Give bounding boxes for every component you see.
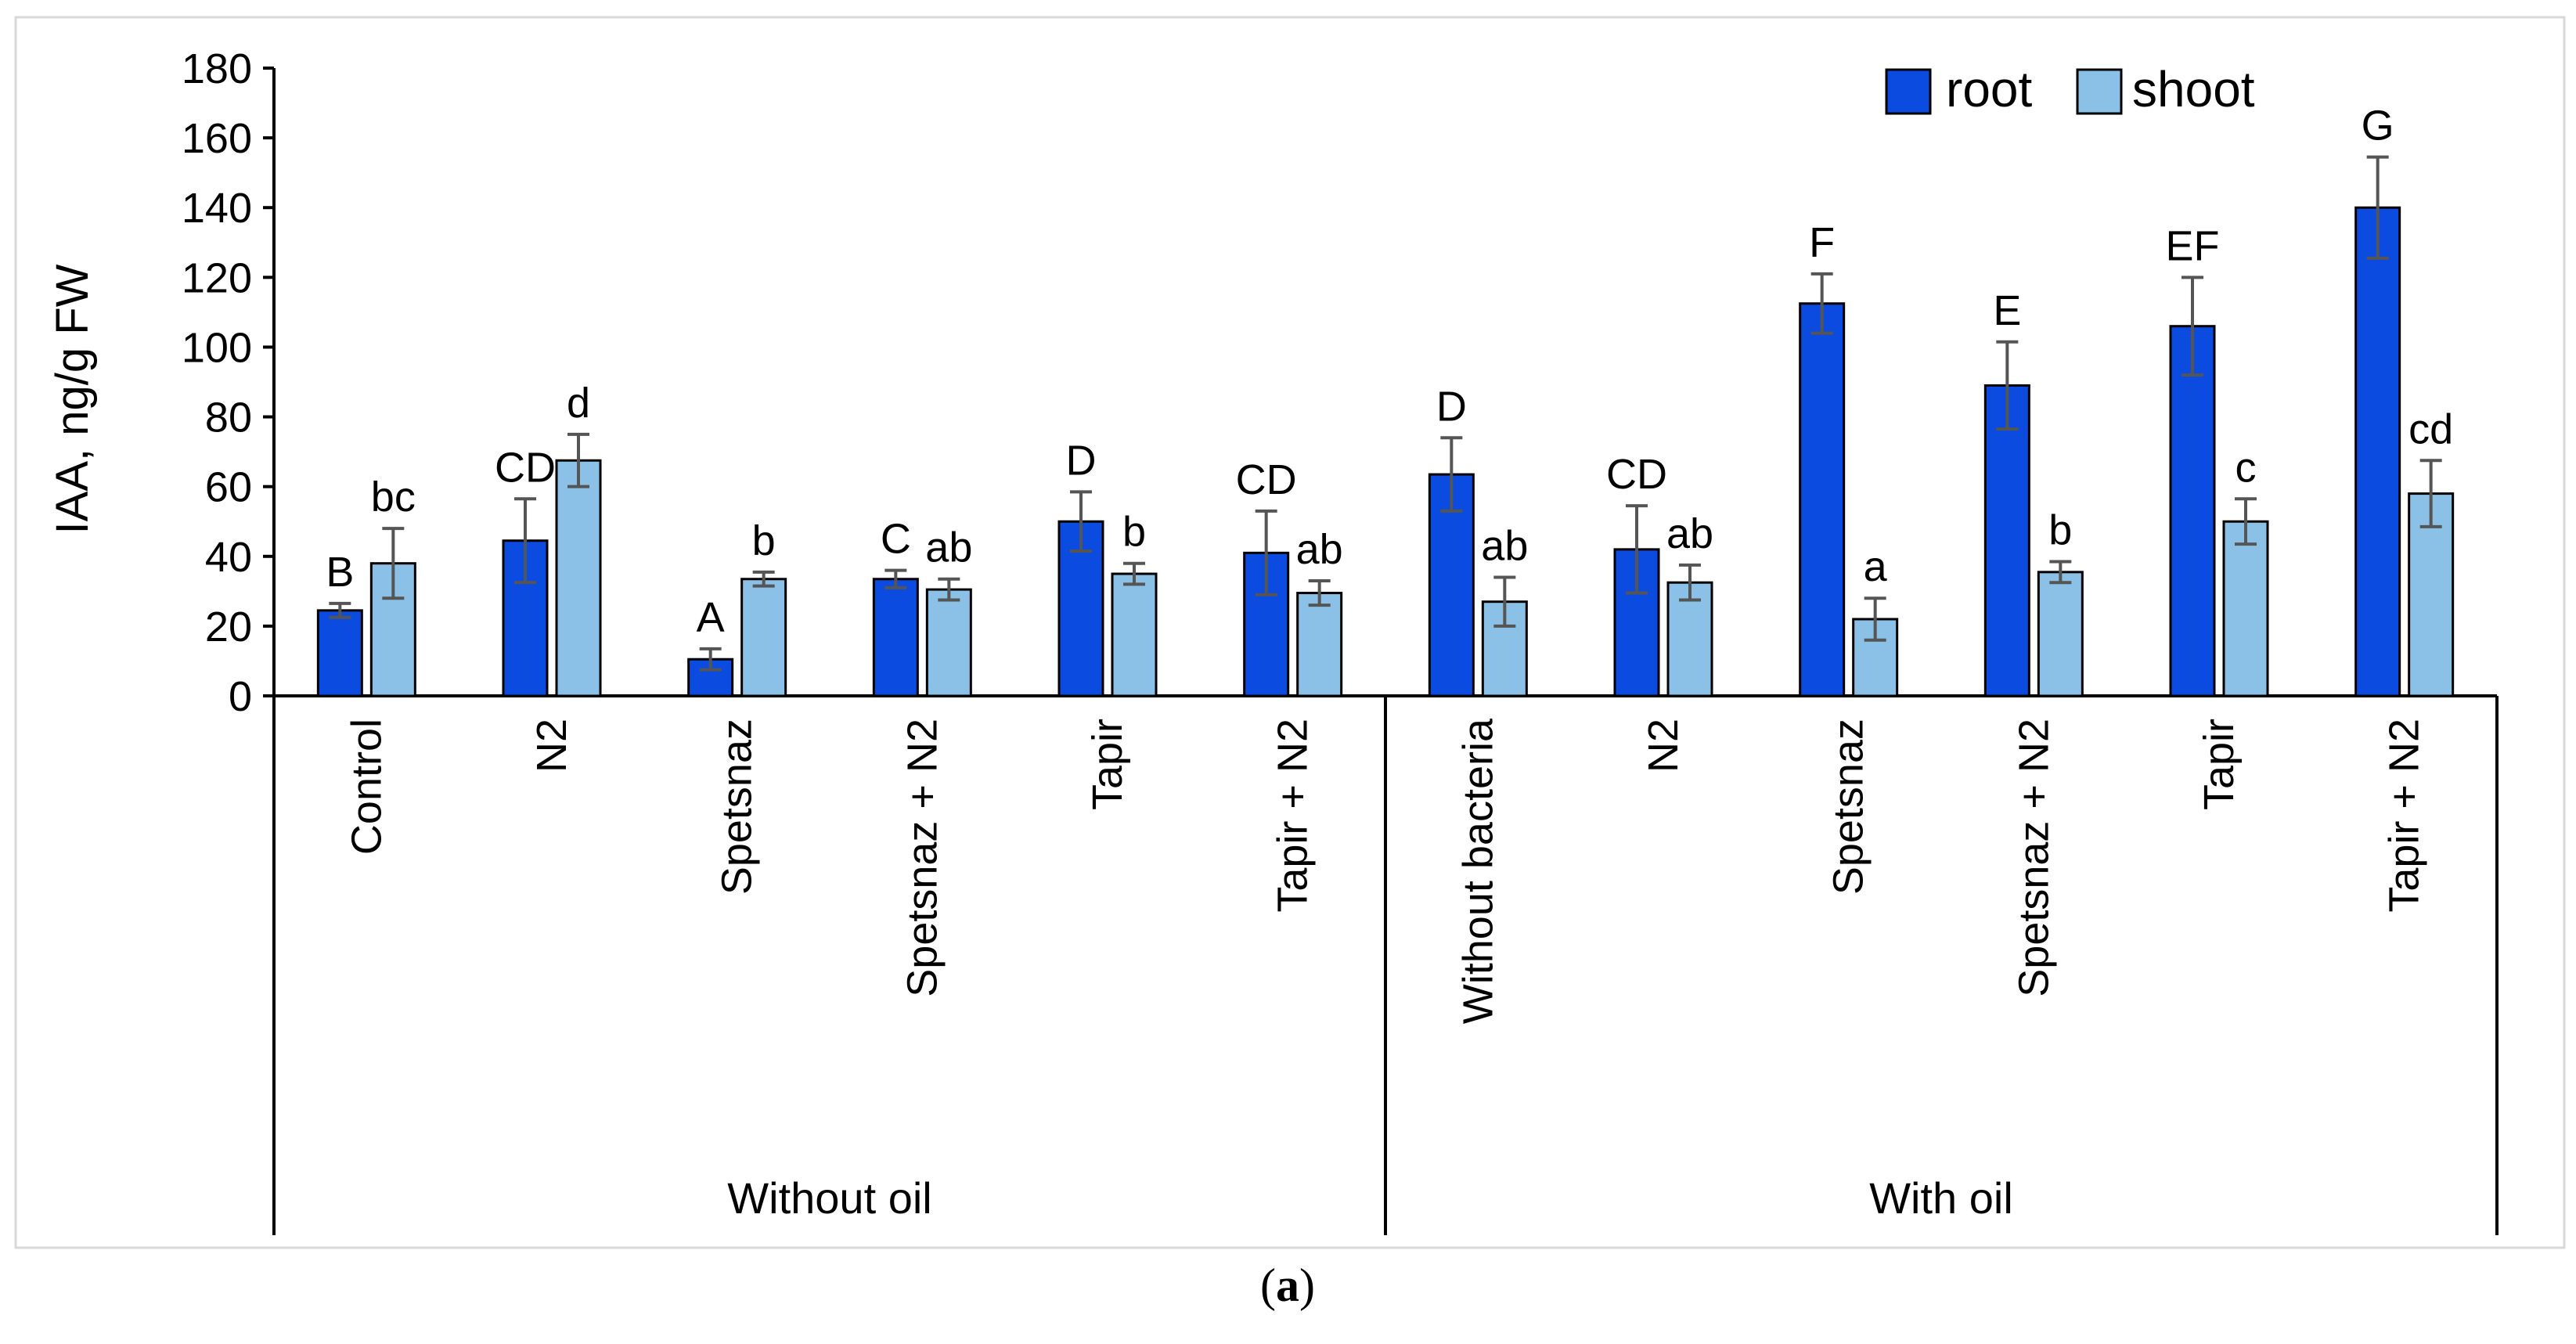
shoot-bar (1111, 572, 1158, 697)
legend-swatch-root (1885, 68, 1932, 115)
significance-letter: ab (1296, 526, 1343, 573)
figure-caption: (a) (1260, 1259, 1315, 1311)
category-label: Spetsnaz (1825, 719, 1872, 895)
legend: root shoot (1885, 61, 2255, 117)
y-tick-label: 100 (182, 324, 252, 371)
group-label: Without oil (727, 1173, 931, 1223)
group-label: With oil (1869, 1173, 2013, 1223)
shoot-bar (740, 578, 787, 697)
significance-letter: cd (2408, 405, 2453, 452)
category-label: Spetsnaz (714, 719, 761, 895)
y-tick-label: 160 (182, 115, 252, 162)
category-label: N2 (1640, 719, 1687, 773)
legend-label-root: root (1946, 61, 2033, 117)
legend-label-shoot: shoot (2132, 61, 2255, 117)
category-label: Spetsnaz + N2 (899, 719, 946, 997)
significance-letter: D (1436, 383, 1467, 430)
category-label: N2 (528, 719, 575, 773)
category-label: Control (343, 719, 390, 855)
significance-letter: C (881, 516, 911, 563)
root-bar (316, 609, 363, 697)
y-axis-label: IAA, ng/g FW (47, 264, 98, 534)
root-bar (2169, 325, 2216, 697)
y-tick-label: 20 (205, 604, 252, 650)
significance-letter: EF (2165, 222, 2219, 269)
significance-letter: A (697, 594, 725, 641)
category-label: Spetsnaz + N2 (2010, 719, 2057, 997)
significance-letter: b (1122, 509, 1146, 556)
y-tick-label: 80 (205, 395, 252, 441)
shoot-bar (1296, 592, 1343, 697)
root-bar (1983, 384, 2030, 697)
significance-letter: b (752, 517, 776, 564)
significance-letter: ab (1666, 510, 1713, 557)
category-label: Tapir (2196, 719, 2243, 810)
significance-letter: F (1809, 219, 1835, 266)
significance-letter: c (2236, 444, 2257, 491)
significance-letter: G (2362, 103, 2394, 150)
y-tick-label: 180 (182, 45, 252, 92)
category-label: Tapir + N2 (2381, 719, 2428, 913)
root-bar (872, 578, 919, 697)
caption-open-paren: ( (1260, 1259, 1276, 1311)
significance-letter: D (1066, 437, 1097, 484)
y-tick-label: 140 (182, 185, 252, 232)
caption-close-paren: ) (1299, 1259, 1315, 1311)
significance-letter: E (1993, 287, 2021, 334)
y-tick-label: 120 (182, 254, 252, 301)
significance-letter: B (326, 549, 354, 596)
shoot-bar (2037, 571, 2084, 697)
significance-letter: ab (925, 524, 972, 571)
significance-letter: CD (1236, 456, 1297, 503)
significance-letter: bc (371, 474, 416, 521)
legend-swatch-shoot (2076, 68, 2123, 115)
shoot-bar (555, 459, 602, 697)
category-label: Without bacteria (1454, 718, 1501, 1024)
significance-letter: d (567, 380, 590, 427)
y-tick-label: 0 (229, 673, 252, 720)
root-bar (1799, 302, 1846, 697)
significance-letter: a (1864, 543, 1888, 590)
chart-frame (14, 16, 2566, 1249)
y-tick-label: 40 (205, 534, 252, 581)
shoot-bar (2222, 520, 2269, 697)
category-label: Tapir + N2 (1270, 719, 1317, 913)
root-bar (2354, 206, 2401, 697)
axes-layer: 0 20 40 60 80 100 120 140 160 180 Without oil With … (182, 45, 2499, 1235)
category-label: Tapir (1084, 719, 1131, 810)
caption-letter: a (1276, 1259, 1299, 1311)
significance-letter: ab (1481, 523, 1528, 570)
shoot-bar (925, 588, 972, 697)
significance-letter: b (2048, 506, 2072, 553)
significance-letter: CD (1606, 451, 1667, 498)
significance-letter: CD (495, 444, 556, 491)
y-tick-label: 60 (205, 464, 252, 511)
